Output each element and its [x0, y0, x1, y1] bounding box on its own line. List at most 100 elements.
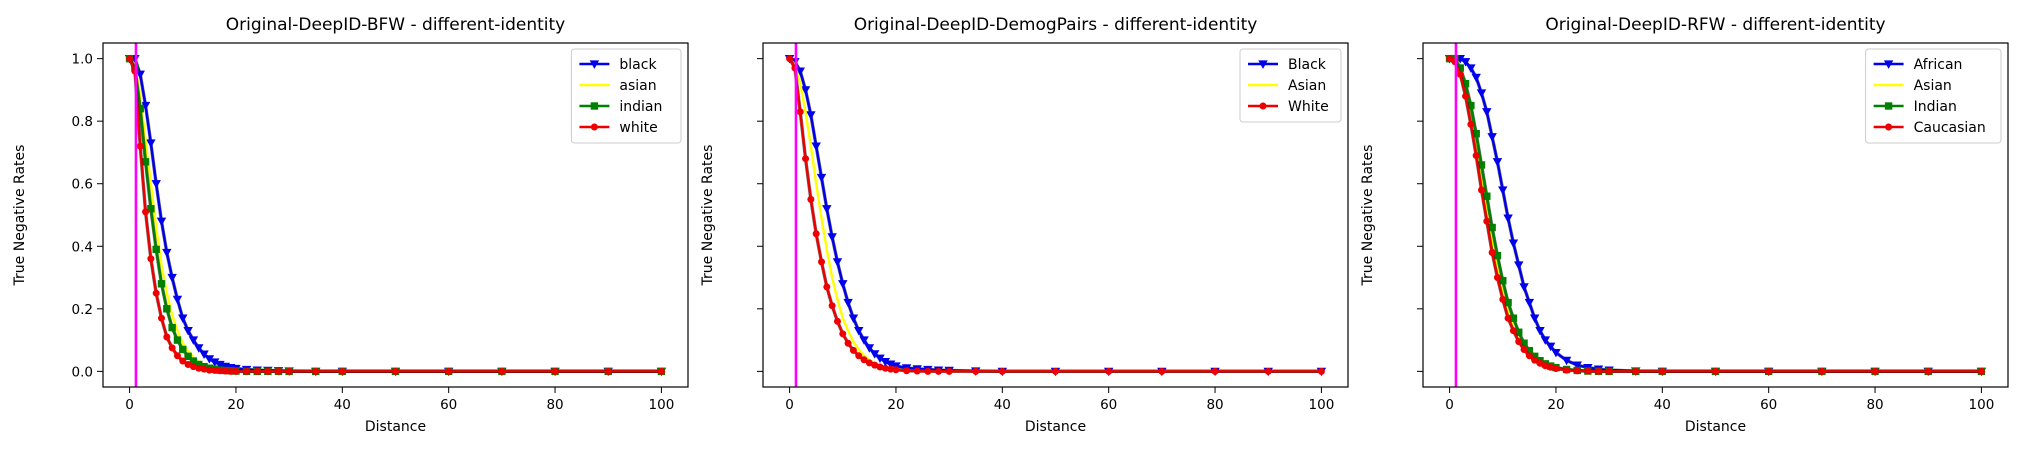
data-point-black — [822, 205, 832, 214]
data-point-caucasian — [1632, 367, 1640, 375]
y-axis-label: True Negative Rates — [12, 145, 28, 287]
data-point-caucasian — [1478, 186, 1486, 194]
y-tick-label: 0.4 — [72, 239, 93, 255]
data-point-caucasian — [1977, 367, 1985, 375]
data-point-caucasian — [1520, 345, 1528, 353]
data-point-caucasian — [1509, 327, 1517, 335]
legend-label-white: White — [1288, 99, 1329, 115]
data-point-black — [162, 248, 172, 258]
data-point-caucasian — [1584, 367, 1592, 375]
plot-area — [784, 54, 1327, 377]
data-point-african — [1476, 89, 1487, 98]
legend-marker-indian — [590, 102, 599, 110]
data-point-african — [1524, 298, 1535, 308]
legend-label-asian: asian — [619, 78, 656, 94]
data-point-caucasian — [1504, 314, 1512, 322]
data-point-white — [1211, 367, 1219, 375]
data-point-black — [199, 350, 209, 359]
data-point-black — [135, 70, 145, 80]
data-point-white — [807, 195, 815, 203]
legend: Black Asian White — [1239, 48, 1342, 123]
data-point-white — [604, 367, 612, 375]
chart-panel-1: Original-DeepID-BFW - different-identity… — [12, 15, 689, 435]
legend: black asian indian white — [570, 48, 682, 144]
legend-label-black: Black — [1288, 57, 1327, 73]
data-point-caucasian — [1499, 295, 1507, 303]
data-point-black — [832, 258, 843, 267]
data-point-white — [338, 367, 346, 375]
x-axis-label: Distance — [1685, 419, 1746, 435]
data-point-african — [1471, 73, 1481, 83]
legend-marker-white — [1259, 102, 1267, 110]
data-point-white — [285, 367, 293, 375]
data-point-black — [859, 336, 869, 345]
data-point-white — [179, 357, 187, 365]
legend-label-asian: Asian — [1914, 78, 1952, 94]
data-point-african — [1498, 186, 1508, 195]
data-point-african — [1508, 239, 1519, 248]
plot-area — [1444, 54, 1987, 377]
data-point-white — [1052, 367, 1060, 375]
x-tick-label: 40 — [334, 397, 351, 413]
data-point-white — [274, 367, 282, 375]
data-point-black — [172, 295, 183, 305]
data-point-black — [848, 314, 859, 324]
data-point-black — [194, 344, 204, 353]
data-point-white — [551, 367, 559, 375]
data-point-caucasian — [1488, 249, 1496, 257]
data-point-caucasian — [1472, 152, 1480, 160]
data-point-white — [498, 367, 506, 375]
data-point-white — [913, 367, 921, 375]
data-point-african — [1492, 158, 1503, 167]
data-point-caucasian — [1446, 55, 1454, 63]
data-point-black — [816, 173, 827, 183]
legend-marker-indian — [1884, 102, 1893, 110]
data-point-white — [823, 283, 831, 291]
data-point-black — [811, 142, 821, 152]
data-point-black — [188, 336, 199, 345]
data-point-caucasian — [1462, 92, 1470, 100]
data-point-white — [892, 366, 900, 374]
data-point-caucasian — [1525, 352, 1533, 360]
x-tick-label: 20 — [227, 397, 244, 413]
data-point-white — [844, 339, 852, 347]
data-point-caucasian — [1483, 217, 1491, 225]
x-tick-label: 60 — [1760, 397, 1777, 413]
data-point-white — [786, 55, 794, 63]
data-point-white — [903, 367, 911, 375]
data-point-indian — [157, 280, 166, 288]
legend-label-caucasian: Caucasian — [1914, 120, 1986, 136]
legend-marker-black — [1258, 60, 1268, 69]
data-point-caucasian — [1765, 367, 1773, 375]
data-point-caucasian — [1531, 356, 1539, 364]
data-point-white — [849, 346, 857, 354]
data-point-caucasian — [1552, 365, 1560, 373]
x-tick-label: 0 — [125, 397, 134, 413]
data-point-african — [1460, 58, 1471, 67]
x-tick-label: 100 — [649, 397, 675, 413]
data-point-white — [828, 302, 836, 310]
data-point-white — [253, 367, 261, 375]
data-point-african — [1519, 283, 1529, 292]
chart-title: Original-DeepID-DemogPairs - different-i… — [854, 15, 1258, 35]
x-tick-label: 100 — [1309, 397, 1335, 413]
data-point-white — [812, 230, 820, 238]
legend-label-asian: Asian — [1288, 78, 1326, 94]
legend-label-indian: indian — [619, 99, 662, 115]
data-point-white — [924, 367, 932, 375]
data-point-black — [795, 67, 805, 76]
chart-panel-2: Original-DeepID-DemogPairs - different-i… — [700, 15, 1349, 435]
data-point-white — [391, 367, 399, 375]
data-point-black — [827, 233, 837, 242]
data-point-white — [152, 289, 160, 297]
data-point-indian — [163, 305, 171, 313]
data-point-black — [151, 180, 161, 189]
data-point-white — [802, 155, 810, 163]
data-point-white — [142, 208, 150, 216]
axes-frame — [762, 42, 1349, 388]
x-tick-label: 40 — [994, 397, 1011, 413]
legend-box — [1865, 48, 2002, 144]
y-axis-label: True Negative Rates — [700, 145, 716, 287]
data-point-black — [167, 273, 177, 283]
x-tick-label: 20 — [1547, 397, 1564, 413]
